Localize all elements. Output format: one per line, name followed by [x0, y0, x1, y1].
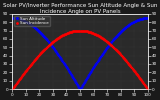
Legend: Sun Altitude, Sun Incidence: Sun Altitude, Sun Incidence: [14, 16, 50, 26]
Title: Solar PV/Inverter Performance Sun Altitude Angle & Sun Incidence Angle on PV Pan: Solar PV/Inverter Performance Sun Altitu…: [3, 3, 157, 14]
